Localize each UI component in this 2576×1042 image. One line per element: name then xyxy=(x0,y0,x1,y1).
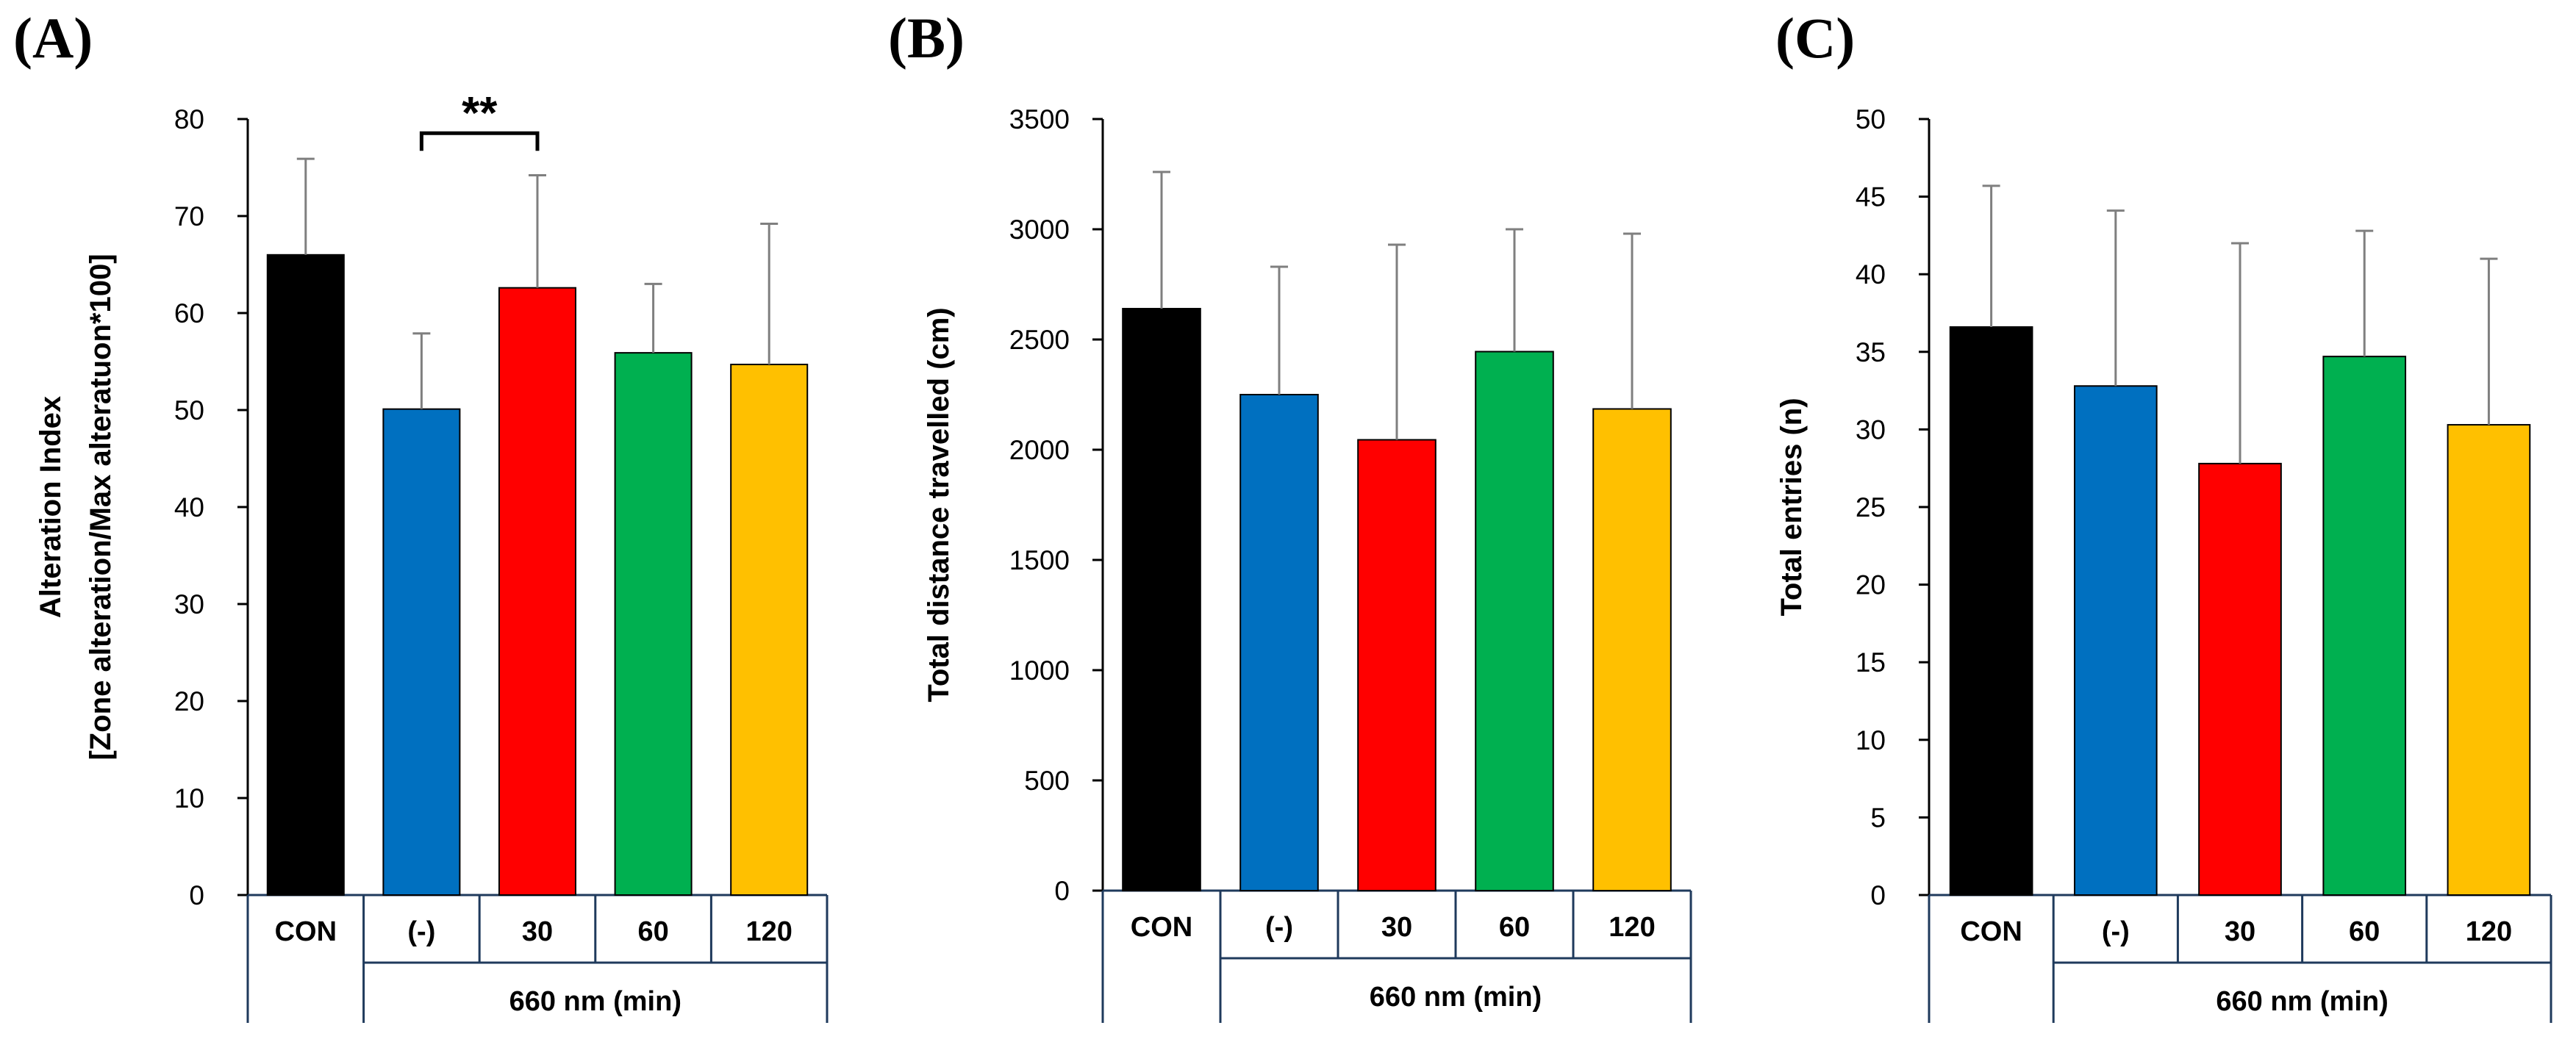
y-tick-label: 50 xyxy=(1856,104,1886,134)
y-tick-label: 30 xyxy=(174,589,204,619)
chart-panel-1: (A) 0 10 20 30 40 50 60 70 80 Alteration Index [Zon… xyxy=(13,6,829,1023)
chart-panel-2: (B) 0 500 1000 1500 2000 2500 3000 3500 Total dis… xyxy=(888,6,1692,1023)
y-axis-title: [Zone alteration/Max alteratuon*100] xyxy=(85,254,117,760)
bar-60 xyxy=(1475,351,1554,891)
y-tick-label: 0 xyxy=(189,880,204,910)
y-tick-label: 50 xyxy=(174,395,204,425)
y-tick-label: 0 xyxy=(1870,880,1886,910)
y-tick-label: 10 xyxy=(1856,725,1886,755)
x-category-label: CON xyxy=(1131,912,1192,943)
y-tick-label: 5 xyxy=(1870,802,1886,833)
x-group-label: 660 nm (min) xyxy=(2216,986,2388,1017)
x-category-label: CON xyxy=(1960,916,2022,947)
x-category-label: 60 xyxy=(1499,912,1530,943)
y-tick-label: 500 xyxy=(1024,766,1070,796)
bar-120 xyxy=(1592,408,1672,891)
bar-120 xyxy=(730,363,809,896)
x-group-label: 660 nm (min) xyxy=(1370,982,1542,1013)
y-tick-label: 20 xyxy=(174,686,204,716)
x-category-label: (-) xyxy=(2102,916,2130,947)
bar-60 xyxy=(614,352,693,896)
panel-label: (A) xyxy=(13,6,93,70)
y-tick-label: 45 xyxy=(1856,182,1886,212)
y-tick-label: 80 xyxy=(174,104,204,134)
significance-label: ** xyxy=(462,88,498,139)
x-category-label: CON xyxy=(275,916,337,947)
bar-(-) xyxy=(2073,385,2158,896)
bar-CON xyxy=(266,254,345,896)
x-category-label: 60 xyxy=(637,916,668,947)
y-tick-label: 15 xyxy=(1856,647,1886,678)
panel-label: (B) xyxy=(888,6,965,70)
y-tick-label: 2000 xyxy=(1009,435,1070,465)
bar-120 xyxy=(2447,424,2531,896)
y-tick-label: 35 xyxy=(1856,337,1886,367)
x-category-label: (-) xyxy=(1265,912,1293,943)
bar-30 xyxy=(498,287,577,896)
bar-60 xyxy=(2322,356,2407,896)
y-tick-label: 1000 xyxy=(1009,655,1070,686)
y-tick-label: 40 xyxy=(1856,259,1886,290)
panel-label: (C) xyxy=(1775,6,1855,70)
y-tick-label: 20 xyxy=(1856,570,1886,600)
bar-(-) xyxy=(1239,394,1319,891)
y-tick-label: 3500 xyxy=(1009,104,1070,134)
y-axis-title: Alteration Index xyxy=(35,396,67,618)
x-category-label: 120 xyxy=(1609,912,1655,943)
bar-(-) xyxy=(382,408,461,896)
y-tick-label: 2500 xyxy=(1009,325,1070,355)
bar-CON xyxy=(1949,326,2033,896)
x-category-label: (-) xyxy=(407,916,435,947)
bar-30 xyxy=(2198,462,2282,896)
y-tick-label: 70 xyxy=(174,201,204,231)
y-tick-label: 40 xyxy=(174,492,204,522)
x-category-label: 30 xyxy=(1381,912,1412,943)
x-category-label: 120 xyxy=(745,916,792,947)
y-tick-label: 0 xyxy=(1054,876,1070,906)
x-category-label: 120 xyxy=(2466,916,2512,947)
chart-panel-3: (C) 0 5 10 15 20 25 30 35 40 45 50 Total entries (n)… xyxy=(1775,6,2552,1023)
bar-30 xyxy=(1357,439,1437,891)
y-tick-label: 60 xyxy=(174,298,204,328)
y-tick-label: 30 xyxy=(1856,414,1886,445)
x-category-label: 30 xyxy=(522,916,553,947)
x-category-label: 30 xyxy=(2225,916,2255,947)
bar-CON xyxy=(1122,308,1201,891)
x-group-label: 660 nm (min) xyxy=(509,986,681,1017)
y-axis-title: Total entries (n) xyxy=(1775,398,1808,616)
significance-bracket xyxy=(419,131,540,151)
y-axis-title: Total distance travelled (cm) xyxy=(923,307,955,702)
y-tick-label: 1500 xyxy=(1009,545,1070,575)
y-tick-label: 25 xyxy=(1856,492,1886,522)
y-tick-label: 10 xyxy=(174,783,204,813)
y-tick-label: 3000 xyxy=(1009,215,1070,245)
x-category-label: 60 xyxy=(2349,916,2380,947)
